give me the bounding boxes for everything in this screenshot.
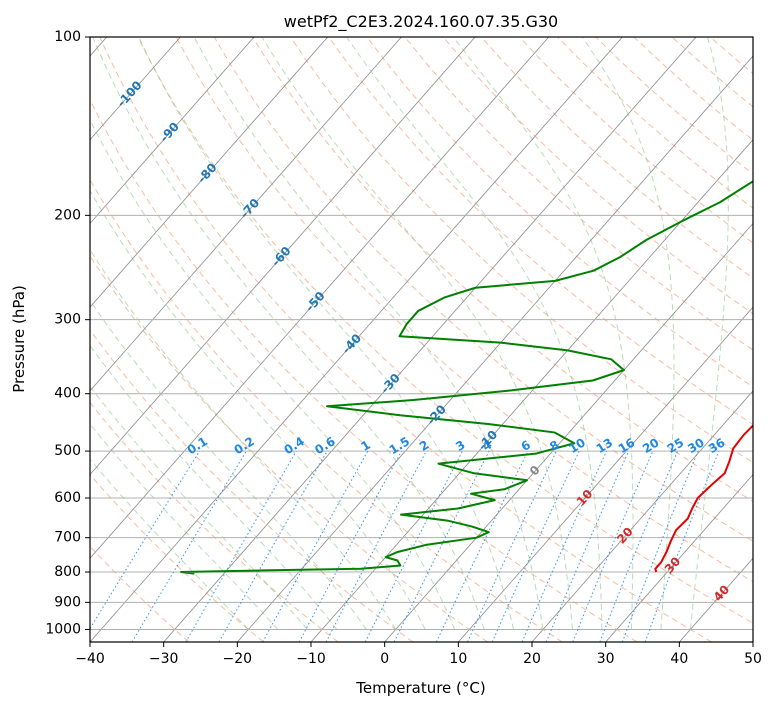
isotherm-line [90,37,476,476]
isotherm-line [163,37,697,642]
isotherm-line [90,37,255,225]
isotherm-line [90,37,181,141]
mixing-ratio-line [521,450,608,642]
dry-adiabat-line [90,98,638,642]
dry-adiabat-line [251,37,753,503]
x-tick-label: 20 [523,651,541,667]
dry-adiabat-line [137,37,753,624]
isotherm-line [90,37,550,559]
y-tick-label: 900 [54,594,81,610]
isotherm-line [605,473,753,642]
mixing-ratio-line [393,450,490,642]
moist-adiabat-line [90,385,308,630]
moist-adiabat-line [90,299,367,630]
moist-adiabat-line [138,37,515,630]
x-tick-label: 0 [380,651,389,667]
isotherm-line [90,37,623,642]
moist-adiabat-line [90,423,279,630]
mixing-ratio-line [621,450,699,642]
y-tick-label: 100 [54,29,81,45]
y-axis-title: Pressure (hPa) [10,285,28,393]
isotherm-line [458,306,753,642]
temperature-profile-line [654,424,753,573]
mixing-ratio-line [599,450,679,642]
x-tick-label: 40 [670,651,688,667]
plot-frame [89,36,754,643]
dry-adiabat-line [366,37,753,388]
dry-adiabat-line [90,178,563,642]
moist-adiabat-line [689,37,729,630]
isotherm-line [90,37,329,308]
moist-adiabat-line [261,37,574,630]
y-tick-label: 700 [54,530,81,546]
x-tick-label: 10 [449,651,467,667]
moist-adiabat-line [90,248,397,630]
moist-adiabat-line [90,344,338,630]
mixing-ratio-line [90,450,200,630]
y-tick-label: 600 [54,490,81,506]
mixing-ratio-line [545,450,630,642]
isotherm-line [384,222,753,642]
x-tick-label: 50 [744,651,762,667]
dewpoint-profile-line [180,180,753,575]
mixing-ratio-line [262,450,369,642]
x-tick-label: −40 [75,651,105,667]
x-axis-title: Temperature (°C) [355,679,485,697]
dry-adiabat-line [175,37,753,583]
x-tick-label: −10 [296,651,326,667]
moist-adiabat-line [90,458,249,630]
isotherm-line [531,390,753,642]
y-tick-label: 800 [54,564,81,580]
moist-adiabat-line [581,37,675,630]
moist-adiabat-line [193,37,544,630]
dry-adiabat-line [90,473,264,642]
mixing-ratio-line [218,450,328,642]
dry-adiabat-line [290,37,753,464]
dry-adiabat-line [99,37,712,642]
isotherm-line [310,139,753,642]
y-tick-label: 300 [54,312,81,328]
y-tick-label: 400 [54,386,81,402]
mixing-ratio-line [572,450,654,642]
mixing-ratio-line [364,450,463,642]
mixing-ratio-line [644,450,720,642]
x-tick-label: −20 [223,651,253,667]
mixing-ratio-line [298,450,402,642]
moist-adiabat-line [346,37,603,630]
y-tick-label: 500 [54,443,81,459]
chart-title: wetPf2_C2E3.2024.160.07.35.G30 [284,12,558,32]
x-tick-label: −30 [149,651,179,667]
dry-adiabat-line [90,255,488,642]
isotherm-line [90,37,402,392]
y-tick-label: 1000 [45,621,81,637]
y-tick-label: 200 [54,207,81,223]
moist-adiabat-line [92,37,485,630]
moist-adiabat-line [452,37,634,630]
dry-adiabat-line [90,401,339,642]
dry-adiabat-line [90,545,190,642]
moist-adiabat-line [90,118,456,630]
isotherm-line [237,55,753,642]
x-tick-label: 30 [597,651,615,667]
